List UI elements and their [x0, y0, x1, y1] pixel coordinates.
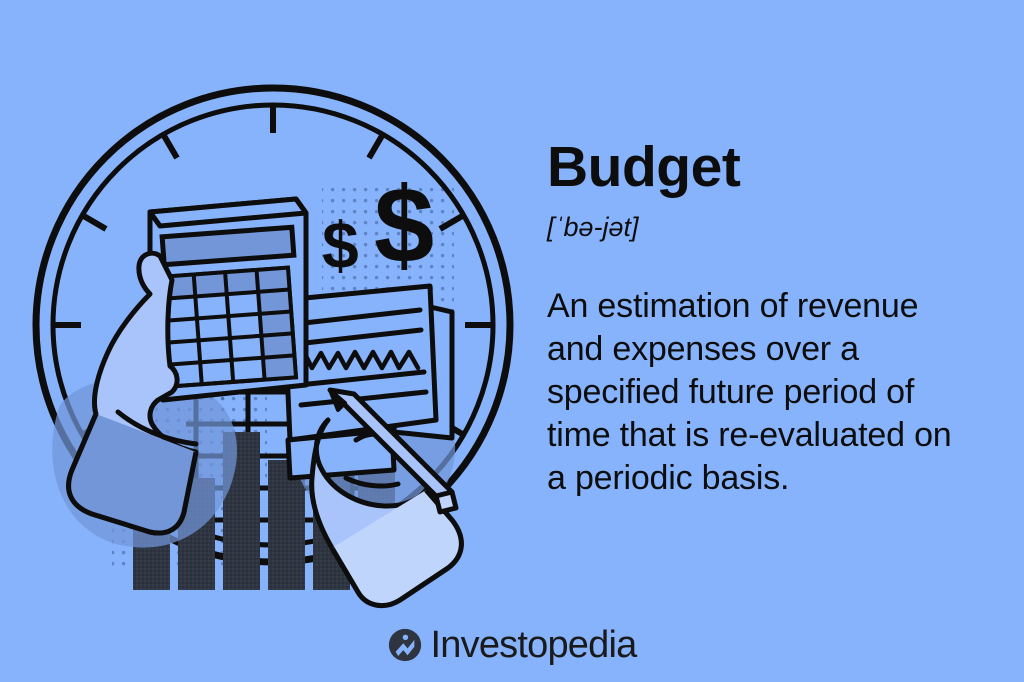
hand-holding-pen: [309, 387, 464, 609]
calculator: [147, 196, 309, 403]
calculator-screen: [159, 224, 297, 268]
brand-logo: Investopedia: [0, 626, 1024, 664]
pen: [327, 387, 459, 515]
definition-text-block: Budget [ˈbə-jət] An estimation of revenu…: [547, 138, 987, 500]
hand-holding-calculator: [66, 250, 199, 536]
signature-squiggle: [293, 349, 421, 371]
investopedia-bolt-icon: [388, 628, 421, 662]
definition-text: An estimation of revenue and expenses ov…: [547, 287, 952, 498]
dollar-sign-large: $: [374, 164, 434, 285]
pronunciation: [ˈbə-jət]: [547, 212, 639, 243]
term-heading: Budget: [547, 135, 741, 199]
illustration-svg: $ $: [32, 84, 514, 609]
brand-wordmark: Investopedia: [430, 624, 638, 666]
dollar-sign-small: $: [322, 208, 359, 282]
illustration: $ $: [0, 0, 520, 620]
calculator-keypad: [160, 265, 299, 389]
